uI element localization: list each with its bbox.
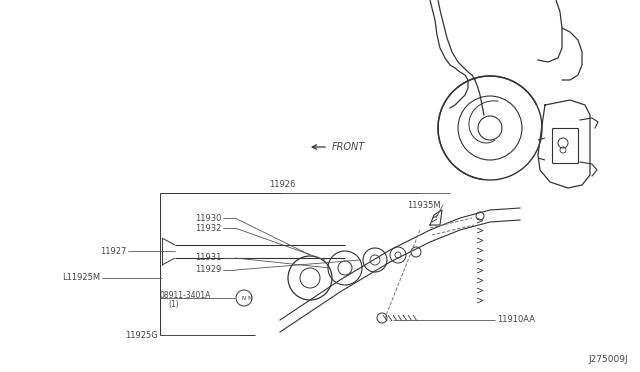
Text: 11910AA: 11910AA	[497, 315, 535, 324]
Text: 11925G: 11925G	[125, 330, 158, 340]
Text: 11930: 11930	[195, 214, 221, 222]
Text: N: N	[242, 295, 246, 301]
Text: 11931: 11931	[195, 253, 221, 263]
Text: FRONT: FRONT	[332, 142, 365, 152]
Text: 11926: 11926	[269, 180, 295, 189]
Text: J275009J: J275009J	[588, 355, 628, 364]
Text: L11925M: L11925M	[62, 273, 100, 282]
Text: (1): (1)	[168, 301, 179, 310]
Text: 08911-3401A: 08911-3401A	[160, 291, 211, 299]
Text: 11929: 11929	[195, 266, 221, 275]
Text: 11932: 11932	[195, 224, 221, 232]
Text: 11935M: 11935M	[407, 201, 440, 209]
Text: 11927: 11927	[100, 247, 126, 256]
Text: N: N	[248, 295, 252, 301]
